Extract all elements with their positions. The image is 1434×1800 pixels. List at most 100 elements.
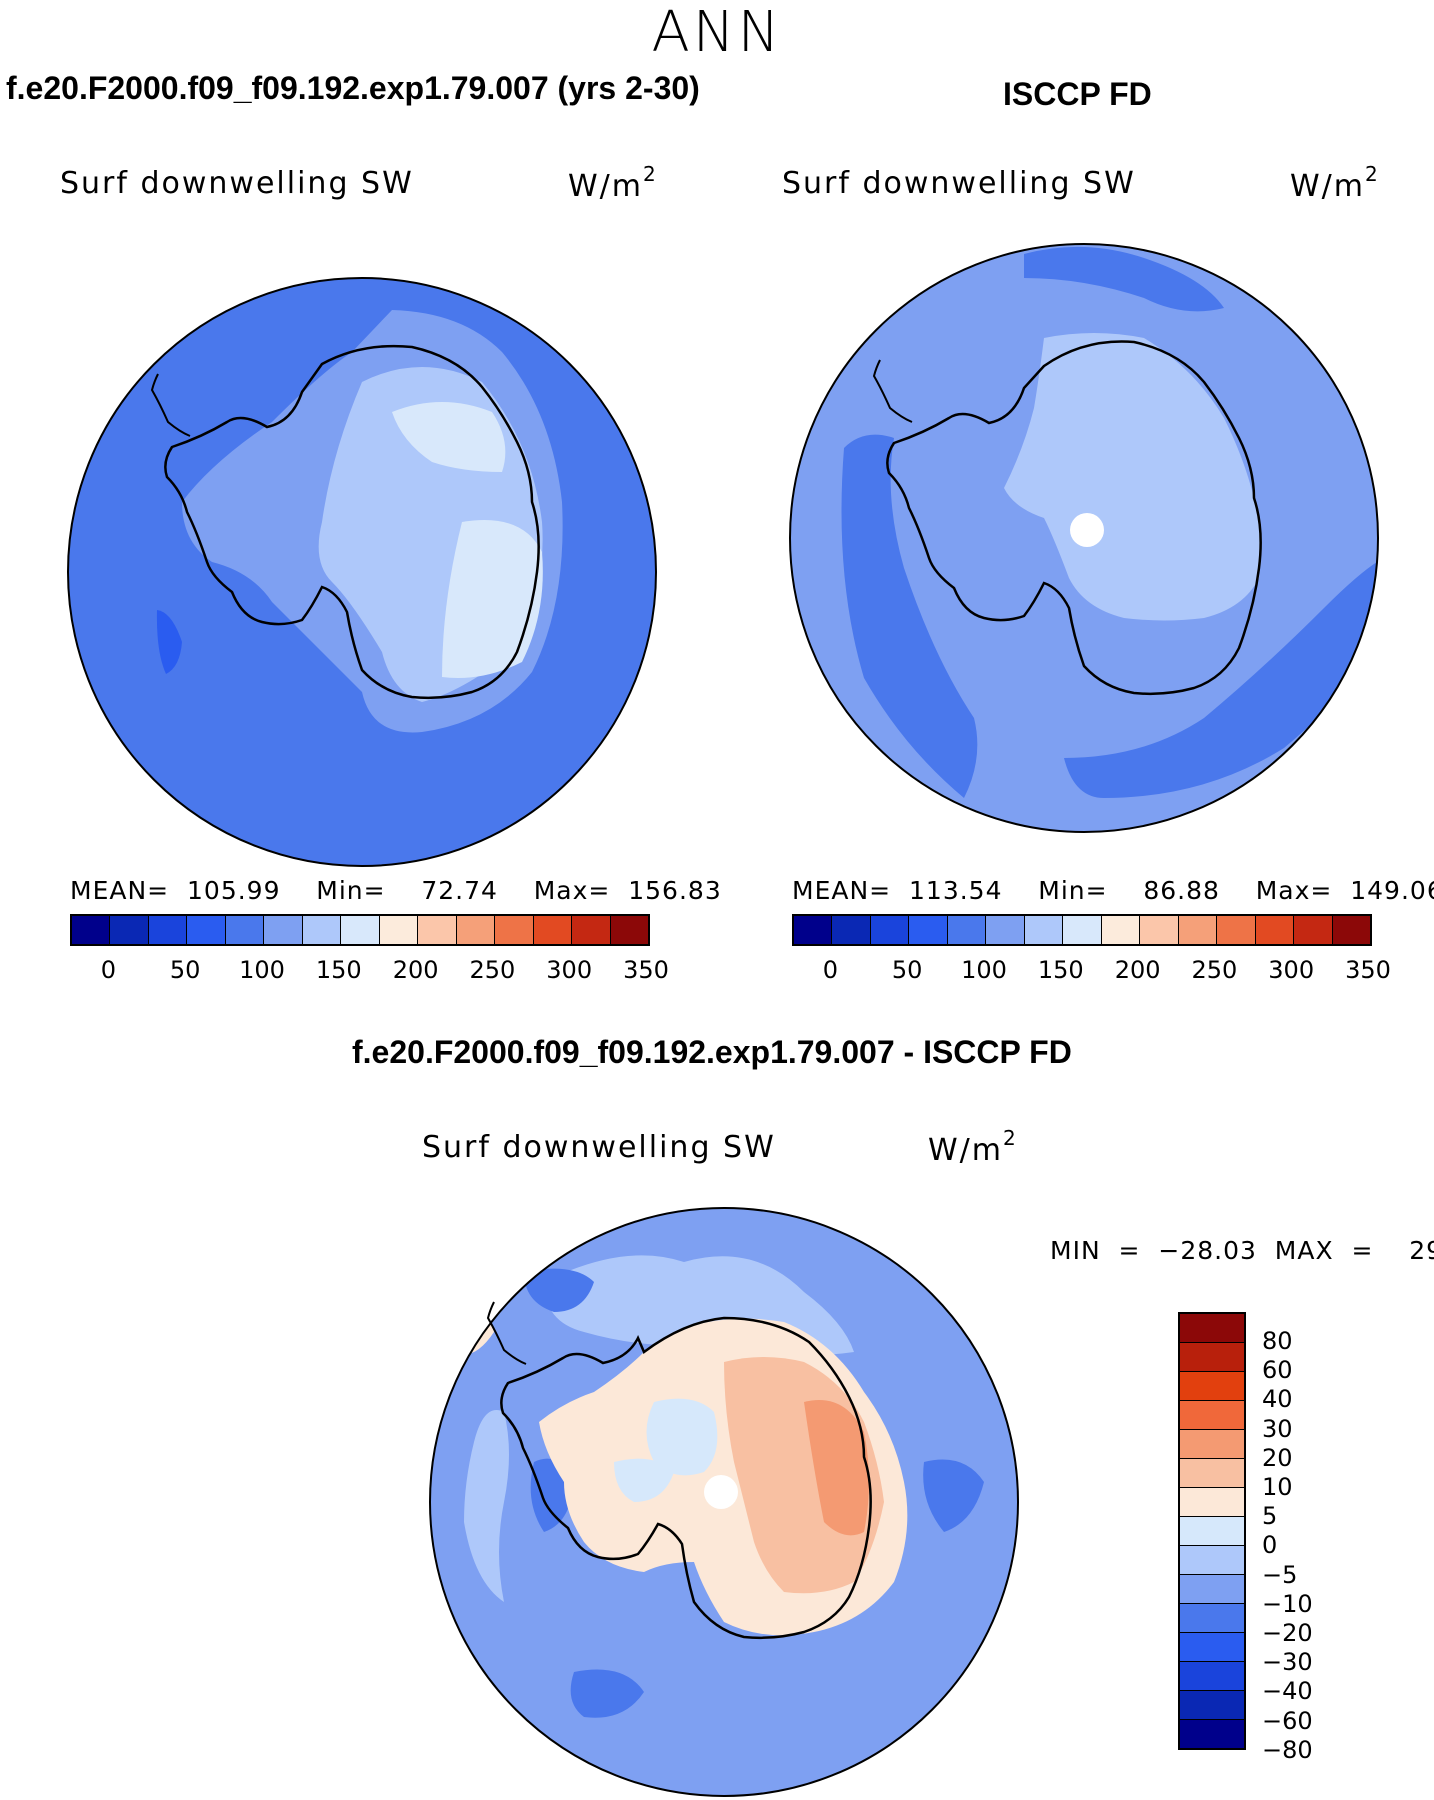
diff-colorbar-tick-label: 40 — [1262, 1385, 1293, 1414]
obs-colorbar-tick-label: 350 — [1345, 956, 1391, 984]
obs-colorbar-swatch — [1024, 916, 1064, 944]
obs-colorbar-tick-label: 300 — [1268, 956, 1315, 984]
obs-panel-title: ISCCP FD — [1003, 76, 1152, 112]
diff-colorbar-tick-label: 5 — [1262, 1502, 1278, 1531]
diff-panel-title: f.e20.F2000.f09_f09.192.exp1.79.007 - IS… — [352, 1034, 1072, 1070]
diff-colorbar-swatch — [1180, 1517, 1244, 1546]
obs-map — [789, 243, 1379, 833]
diff-pole-hole — [704, 1475, 738, 1509]
diff-colorbar-swatch — [1180, 1459, 1244, 1488]
diff-colorbar-swatch — [1180, 1372, 1244, 1401]
obs-low-sw-band-west — [841, 434, 978, 798]
diff-neg-patch-3 — [923, 1459, 984, 1532]
model-antarctica-coastline — [164, 344, 540, 700]
model-units-label: W/m2 — [568, 162, 658, 204]
diff-colorbar-swatch — [1180, 1430, 1244, 1459]
diff-colorbar-tick-label: −5 — [1262, 1560, 1298, 1589]
model-colorbar-swatch — [572, 916, 611, 944]
obs-colorbar-swatch — [1255, 916, 1295, 944]
diff-colorbar-swatch — [1180, 1401, 1244, 1430]
obs-colorbar-swatch — [1294, 916, 1333, 944]
diff-pos-20-region — [804, 1400, 869, 1536]
diff-colorbar — [1178, 1312, 1246, 1750]
obs-colorbar-tick-label: 150 — [1037, 956, 1084, 984]
season-title: ANN — [651, 0, 783, 65]
diff-colorbar-tick-label: −40 — [1262, 1677, 1313, 1706]
obs-colorbar-swatch — [1063, 916, 1102, 944]
model-colorbar-swatch — [302, 916, 342, 944]
obs-pole-hole — [1070, 513, 1104, 547]
model-colorbar-tick-label: 50 — [169, 956, 201, 984]
model-panel-title: f.e20.F2000.f09_f09.192.exp1.79.007 (yrs… — [6, 70, 700, 106]
obs-colorbar-swatch — [1101, 916, 1141, 944]
obs-colorbar-swatch — [1178, 916, 1218, 944]
obs-units-label: W/m2 — [1290, 162, 1380, 204]
model-stats: MEAN= 105.99 Min= 72.74 Max= 156.83 — [70, 876, 722, 905]
model-high-sw-patch-1 — [392, 402, 506, 472]
diff-colorbar-swatch — [1180, 1604, 1244, 1633]
diff-colorbar-swatch — [1180, 1575, 1244, 1604]
diff-band-west-light — [464, 1410, 509, 1602]
model-colorbar-swatch — [610, 916, 649, 944]
diff-near-zero-neg-region-2 — [614, 1458, 674, 1502]
obs-colorbar-swatch — [832, 916, 871, 944]
model-map-border — [67, 277, 657, 867]
obs-map-border — [789, 243, 1379, 833]
obs-variable-label: Surf downwelling SW — [782, 166, 1136, 201]
model-colorbar-swatch — [341, 916, 380, 944]
model-high-sw-patch-2 — [442, 520, 543, 678]
diff-variable-label: Surf downwelling SW — [422, 1130, 776, 1165]
diff-colorbar-tick-label: 0 — [1262, 1531, 1278, 1560]
diff-colorbar-swatch — [1180, 1662, 1244, 1691]
obs-colorbar-swatch — [870, 916, 910, 944]
model-colorbar-swatch — [456, 916, 496, 944]
diff-peninsula-coastline — [486, 1301, 527, 1365]
diff-colorbar-tick-label: 30 — [1262, 1414, 1293, 1443]
obs-colorbar-tick-label: 200 — [1114, 956, 1161, 984]
obs-peninsula-coastline — [872, 359, 913, 423]
model-colorbar-tick-label: 100 — [239, 956, 285, 984]
obs-colorbar-swatch — [794, 916, 833, 944]
diff-colorbar-tick-label: −30 — [1262, 1648, 1313, 1677]
obs-colorbar-tick-label: 0 — [822, 956, 839, 984]
diff-colorbar-tick-label: −10 — [1262, 1589, 1313, 1618]
diff-neg-patch-4 — [570, 1669, 644, 1718]
model-variable-label: Surf downwelling SW — [60, 166, 414, 201]
model-colorbar-tick-label: 200 — [392, 956, 439, 984]
diff-map-border — [429, 1207, 1019, 1797]
model-colorbar-tick-label: 350 — [623, 956, 669, 984]
obs-plateau-fill — [1004, 333, 1261, 621]
model-low-sw-patch — [156, 610, 182, 674]
model-colorbar-ticks: 0 50 100 150 200 250 300 350 — [70, 956, 669, 986]
diff-near-zero-neg-region — [646, 1398, 718, 1476]
obs-antarctica-coastline — [886, 340, 1262, 696]
obs-colorbar-ticks: 0 50 100 150 200 250 300 350 — [792, 956, 1391, 986]
model-colorbar-swatch — [110, 916, 149, 944]
diff-colorbar-swatch — [1180, 1691, 1244, 1720]
model-colorbar-tick-label: 0 — [100, 956, 117, 984]
model-colorbar-swatch — [148, 916, 188, 944]
diff-units-label: W/m2 — [928, 1126, 1018, 1168]
diff-colorbar-swatch — [1180, 1720, 1244, 1748]
model-colorbar-swatch — [187, 916, 226, 944]
obs-colorbar-tick-label: 250 — [1191, 956, 1238, 984]
diff-map — [429, 1207, 1019, 1797]
obs-low-sw-band-north — [1024, 246, 1224, 312]
obs-colorbar-swatch — [1332, 916, 1371, 944]
diff-colorbar-tick-label: −60 — [1262, 1706, 1313, 1735]
obs-colorbar-swatch — [909, 916, 948, 944]
obs-colorbar-tick-label: 50 — [891, 956, 923, 984]
model-colorbar-swatch — [379, 916, 419, 944]
obs-colorbar-swatch — [1140, 916, 1179, 944]
diff-colorbar-tick-label: 20 — [1262, 1443, 1293, 1472]
diff-colorbar-tick-label: 10 — [1262, 1473, 1293, 1501]
diff-stats: MIN = −28.03 MAX = 29.21 — [1050, 1236, 1434, 1265]
obs-colorbar-swatch — [1217, 916, 1256, 944]
model-colorbar-swatch — [264, 916, 303, 944]
model-colorbar-tick-label: 150 — [315, 956, 362, 984]
diff-colorbar-tick-label: −80 — [1262, 1735, 1313, 1764]
model-peninsula-coastline — [150, 373, 191, 437]
obs-low-sw-band-south — [1064, 558, 1378, 798]
obs-colorbar-swatch — [986, 916, 1025, 944]
model-colorbar-tick-label: 250 — [469, 956, 516, 984]
